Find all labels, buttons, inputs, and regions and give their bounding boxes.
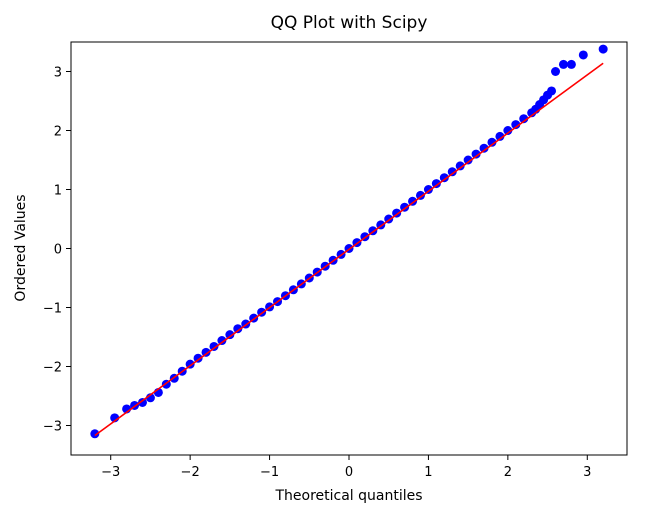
x-tick-label: 0 <box>345 465 353 480</box>
data-point <box>598 44 608 54</box>
y-axis-ticks: −3 −2 −1 0 1 2 3 <box>43 66 71 435</box>
x-tick-label: −3 <box>101 465 120 480</box>
x-axis-ticks: −3 −2 −1 0 1 2 3 <box>101 455 591 480</box>
data-point <box>503 126 513 135</box>
x-tick-label: 3 <box>583 465 591 480</box>
data-point <box>217 336 227 346</box>
data-point <box>415 190 425 200</box>
data-point <box>233 324 243 334</box>
data-point <box>193 353 203 363</box>
data-point <box>511 120 521 130</box>
y-tick-label: 3 <box>54 66 62 81</box>
data-point <box>463 155 473 165</box>
data-point <box>439 173 449 183</box>
y-tick-label: 0 <box>54 243 62 258</box>
data-point <box>225 330 235 340</box>
x-tick-label: −1 <box>260 465 279 480</box>
x-tick-label: 2 <box>504 465 512 480</box>
y-tick-label: −3 <box>43 420 62 435</box>
y-tick-label: −1 <box>43 302 62 317</box>
data-point <box>447 167 457 177</box>
data-point <box>90 429 100 439</box>
fit-line <box>94 62 604 437</box>
data-points <box>90 44 608 439</box>
data-point <box>547 86 557 96</box>
x-tick-label: 1 <box>424 465 432 480</box>
data-point <box>519 114 529 124</box>
y-tick-label: −2 <box>43 361 62 376</box>
chart-title: QQ Plot with Scipy <box>271 13 428 33</box>
x-axis-label: Theoretical quantiles <box>274 488 422 504</box>
data-point <box>137 397 147 407</box>
data-point <box>495 131 505 141</box>
data-point <box>479 143 489 153</box>
data-point <box>431 179 441 189</box>
data-point <box>209 341 219 351</box>
data-point <box>566 59 576 69</box>
x-tick-label: −2 <box>181 465 200 480</box>
data-point <box>201 347 211 357</box>
y-tick-label: 2 <box>54 125 62 140</box>
data-point <box>471 149 481 159</box>
data-point <box>487 137 497 147</box>
data-point <box>423 185 433 194</box>
data-point <box>551 67 561 76</box>
data-point <box>455 161 465 171</box>
data-point <box>578 50 588 60</box>
data-point <box>558 59 568 69</box>
y-axis-label: Ordered Values <box>13 194 29 301</box>
y-tick-label: 1 <box>54 184 62 199</box>
